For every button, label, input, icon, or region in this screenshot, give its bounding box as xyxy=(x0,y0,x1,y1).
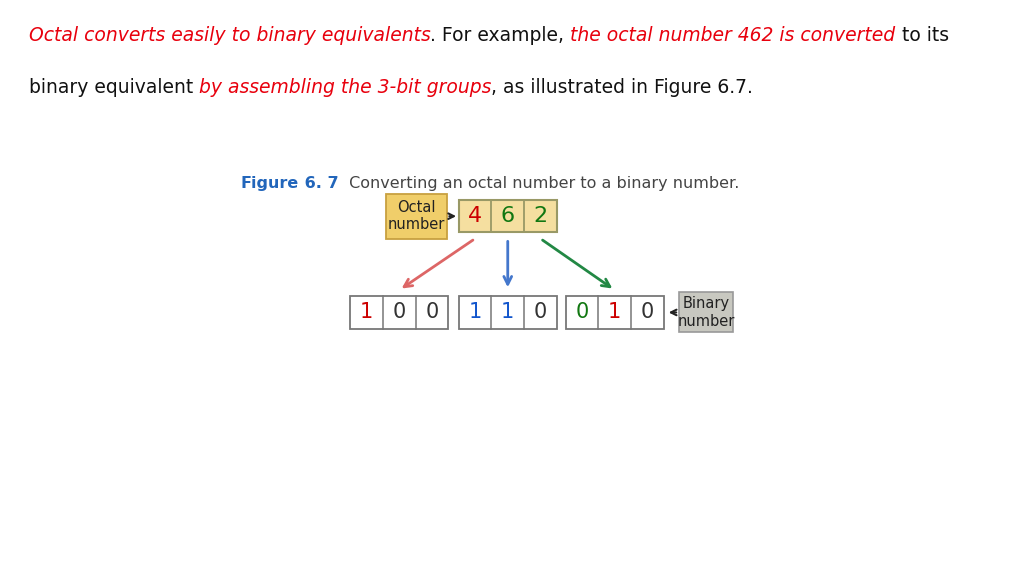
Bar xyxy=(459,200,557,232)
Text: Octal
number: Octal number xyxy=(388,200,445,232)
Text: , as illustrated in Figure 6.7.: , as illustrated in Figure 6.7. xyxy=(492,78,754,97)
Text: 0: 0 xyxy=(425,302,438,323)
Text: binary equivalent: binary equivalent xyxy=(29,78,199,97)
Text: Octal converts easily to binary equivalents: Octal converts easily to binary equivale… xyxy=(29,26,430,45)
Text: 6: 6 xyxy=(501,206,515,226)
Bar xyxy=(459,296,557,329)
Text: to its: to its xyxy=(896,26,948,45)
Text: Figure: Figure xyxy=(241,176,299,191)
Text: 1: 1 xyxy=(608,302,622,323)
Text: . For example,: . For example, xyxy=(430,26,570,45)
Bar xyxy=(566,296,664,329)
Text: by assembling the 3-bit groups: by assembling the 3-bit groups xyxy=(199,78,492,97)
Text: 0: 0 xyxy=(534,302,547,323)
Text: 6. 7: 6. 7 xyxy=(299,176,344,191)
Text: 0: 0 xyxy=(641,302,654,323)
Bar xyxy=(679,293,733,332)
Text: the octal number 462 is converted: the octal number 462 is converted xyxy=(570,26,896,45)
Bar xyxy=(350,296,449,329)
Text: 1: 1 xyxy=(501,302,514,323)
Text: Converting an octal number to a binary number.: Converting an octal number to a binary n… xyxy=(344,176,739,191)
Text: 2: 2 xyxy=(534,206,548,226)
Text: 1: 1 xyxy=(469,302,482,323)
Text: 1: 1 xyxy=(360,302,374,323)
Text: 4: 4 xyxy=(468,206,482,226)
Text: 0: 0 xyxy=(575,302,589,323)
Text: 0: 0 xyxy=(392,302,406,323)
Bar xyxy=(386,194,446,238)
Text: Binary
number: Binary number xyxy=(678,296,735,329)
